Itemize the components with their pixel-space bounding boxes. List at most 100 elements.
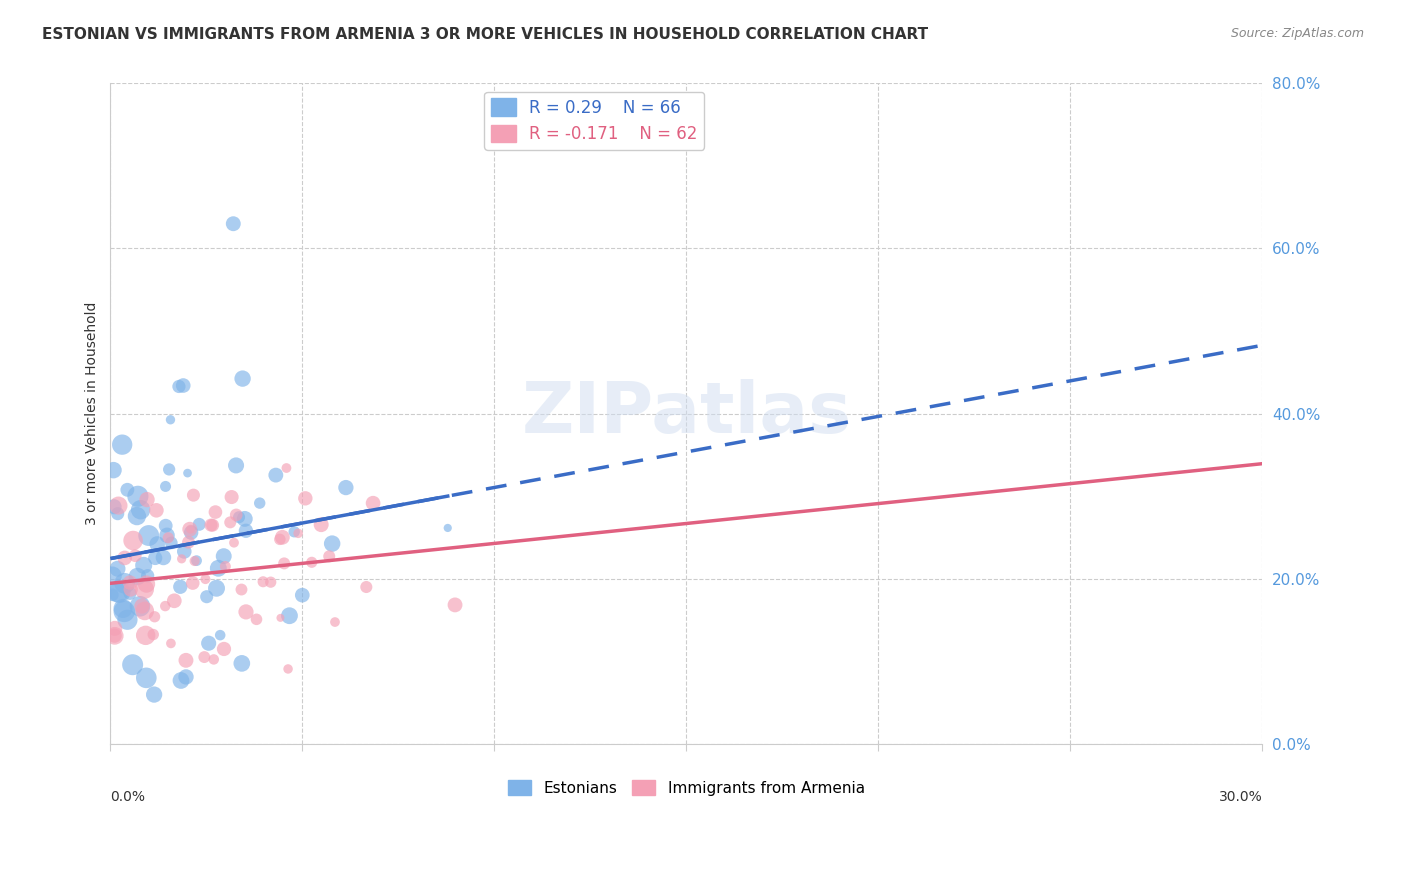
- Point: [177, 535, 200, 549]
- Point: [174, 653, 197, 667]
- Point: [194, 572, 217, 586]
- Point: [212, 549, 235, 564]
- Point: [294, 491, 316, 506]
- Point: [124, 549, 146, 563]
- Point: [160, 636, 183, 650]
- Point: [225, 458, 247, 473]
- Point: [361, 496, 384, 510]
- Point: [174, 670, 197, 684]
- Point: [233, 512, 256, 526]
- Point: [264, 468, 287, 483]
- Point: [120, 582, 142, 597]
- Point: [101, 569, 124, 583]
- Point: [197, 636, 219, 650]
- Point: [129, 599, 152, 614]
- Point: [111, 601, 134, 615]
- Text: Source: ZipAtlas.com: Source: ZipAtlas.com: [1230, 27, 1364, 40]
- Point: [277, 662, 299, 676]
- Point: [107, 507, 129, 521]
- Point: [118, 586, 141, 600]
- Point: [195, 590, 218, 604]
- Point: [200, 518, 222, 533]
- Point: [145, 503, 167, 517]
- Point: [127, 489, 149, 503]
- Point: [114, 576, 136, 591]
- Point: [134, 604, 156, 618]
- Point: [131, 599, 153, 613]
- Point: [170, 673, 193, 688]
- Text: 30.0%: 30.0%: [1219, 789, 1263, 804]
- Point: [205, 581, 228, 595]
- Point: [107, 584, 129, 599]
- Point: [235, 524, 257, 538]
- Point: [117, 613, 139, 627]
- Point: [252, 574, 274, 589]
- Point: [111, 437, 134, 451]
- Point: [170, 552, 193, 566]
- Point: [156, 528, 179, 542]
- Point: [176, 466, 198, 480]
- Point: [104, 621, 127, 635]
- Point: [260, 575, 283, 590]
- Text: 0.0%: 0.0%: [111, 789, 145, 804]
- Point: [136, 568, 159, 582]
- Point: [276, 461, 298, 475]
- Point: [228, 510, 250, 524]
- Point: [232, 371, 254, 385]
- Point: [180, 522, 202, 536]
- Point: [271, 530, 294, 544]
- Point: [107, 499, 129, 513]
- Point: [117, 483, 139, 497]
- Point: [138, 528, 160, 542]
- Point: [167, 379, 190, 393]
- Point: [118, 575, 141, 590]
- Point: [221, 490, 243, 504]
- Point: [235, 605, 257, 619]
- Point: [214, 559, 236, 574]
- Point: [114, 550, 136, 565]
- Point: [173, 544, 195, 558]
- Point: [180, 525, 202, 540]
- Point: [143, 609, 166, 624]
- Point: [132, 558, 155, 573]
- Point: [108, 585, 131, 599]
- Point: [269, 533, 291, 547]
- Point: [169, 580, 191, 594]
- Point: [278, 608, 301, 623]
- Point: [207, 561, 229, 575]
- Point: [301, 555, 323, 569]
- Point: [101, 588, 124, 602]
- Point: [135, 671, 157, 685]
- Point: [219, 516, 242, 530]
- Point: [143, 688, 166, 702]
- Point: [112, 604, 135, 618]
- Point: [135, 577, 157, 591]
- Point: [146, 537, 169, 551]
- Point: [152, 550, 174, 565]
- Point: [127, 569, 149, 583]
- Point: [202, 652, 225, 666]
- Point: [122, 533, 145, 548]
- Point: [103, 463, 125, 477]
- Point: [103, 500, 125, 514]
- Point: [104, 629, 127, 643]
- Point: [155, 479, 177, 493]
- Text: ESTONIAN VS IMMIGRANTS FROM ARMENIA 3 OR MORE VEHICLES IN HOUSEHOLD CORRELATION : ESTONIAN VS IMMIGRANTS FROM ARMENIA 3 OR…: [42, 27, 928, 42]
- Point: [225, 508, 247, 522]
- Point: [125, 509, 148, 524]
- Point: [249, 496, 271, 510]
- Point: [273, 557, 295, 571]
- Point: [121, 657, 143, 672]
- Point: [136, 492, 159, 507]
- Point: [318, 549, 340, 564]
- Point: [129, 502, 152, 516]
- Point: [193, 650, 215, 665]
- Point: [160, 536, 183, 550]
- Point: [209, 628, 232, 642]
- Point: [155, 518, 177, 533]
- Point: [222, 535, 245, 549]
- Point: [335, 481, 357, 495]
- Point: [142, 627, 165, 641]
- Point: [107, 562, 129, 576]
- Point: [143, 551, 166, 566]
